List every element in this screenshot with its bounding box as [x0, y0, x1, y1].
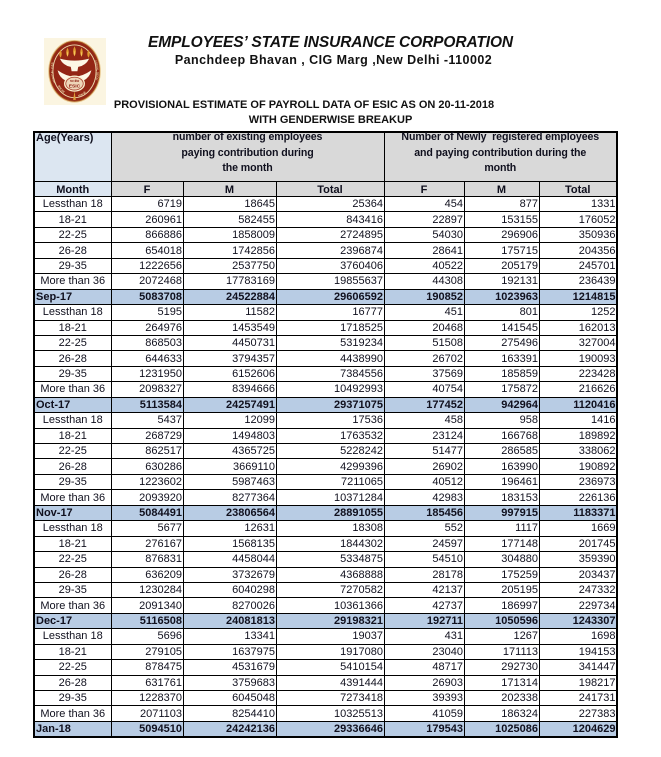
svg-text:काम यार: काम यार [56, 84, 66, 95]
svg-text:ESIC: ESIC [69, 84, 81, 90]
svg-text:भार बीमा: भार बीमा [70, 79, 80, 83]
svg-text:राज्य बी: राज्य बी [77, 91, 87, 98]
